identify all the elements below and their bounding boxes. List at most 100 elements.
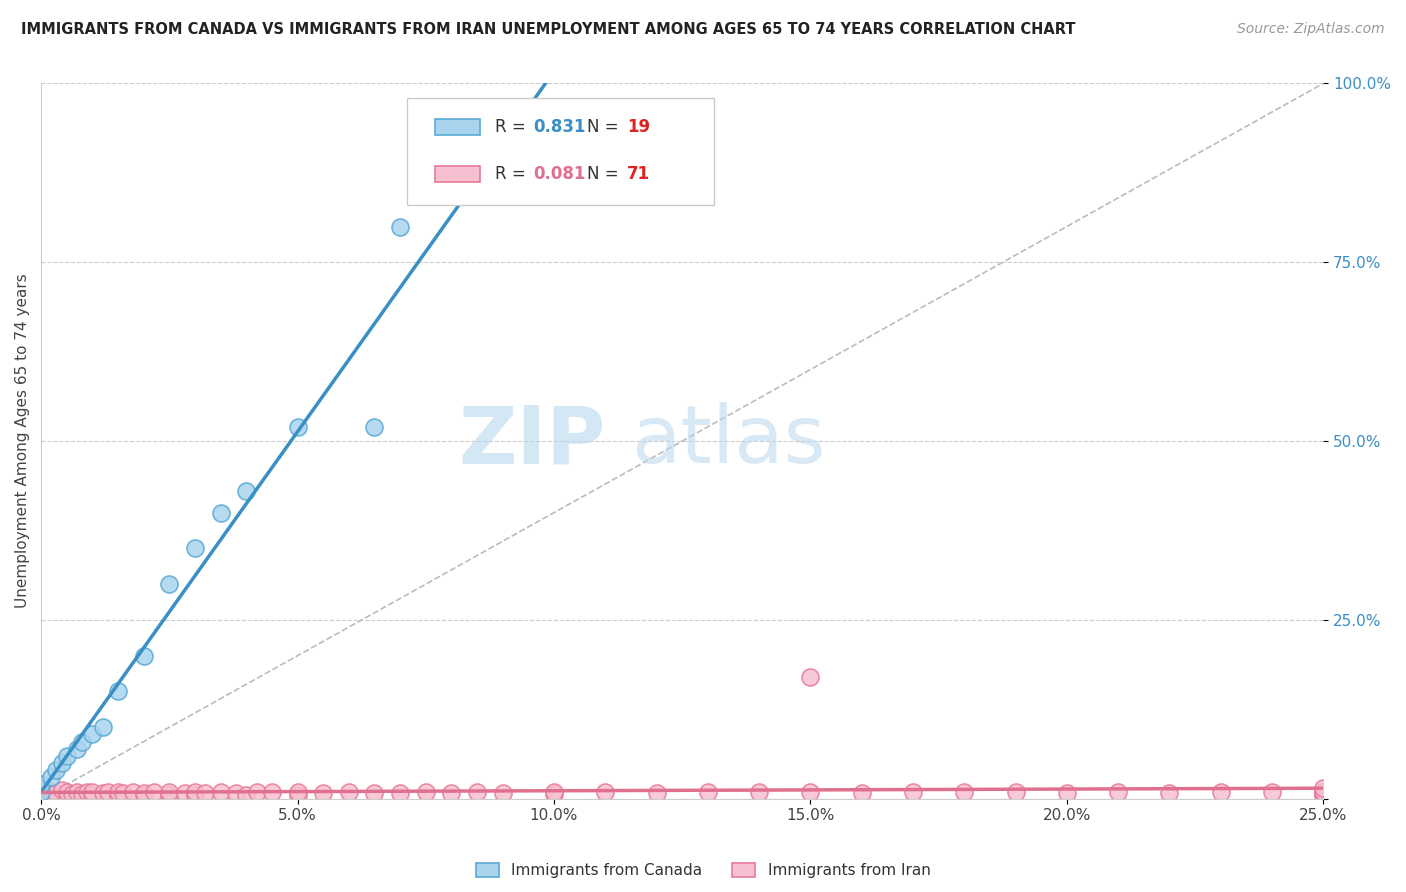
FancyBboxPatch shape: [434, 120, 479, 135]
Point: [235, 788, 257, 802]
Point: [1312, 786, 1334, 800]
Point: [543, 784, 565, 798]
Point: [1056, 786, 1078, 800]
Point: [66, 741, 89, 756]
Point: [184, 788, 207, 802]
Point: [30, 782, 52, 797]
Point: [440, 786, 463, 800]
Point: [245, 785, 267, 799]
Point: [287, 419, 309, 434]
Point: [389, 219, 412, 234]
Point: [45, 786, 67, 800]
Point: [91, 786, 114, 800]
Point: [51, 783, 73, 797]
Point: [55, 784, 77, 798]
Point: [799, 670, 821, 684]
Point: [645, 786, 668, 800]
Point: [132, 786, 155, 800]
Point: [1312, 788, 1334, 802]
Point: [122, 784, 145, 798]
Point: [173, 786, 195, 800]
Point: [97, 784, 120, 798]
Point: [70, 734, 93, 748]
Point: [30, 788, 52, 802]
Point: [107, 784, 129, 798]
Point: [107, 788, 129, 802]
Point: [363, 786, 385, 800]
Point: [225, 786, 247, 800]
Point: [209, 506, 232, 520]
Point: [1312, 787, 1334, 801]
Point: [593, 785, 616, 799]
FancyBboxPatch shape: [434, 167, 479, 182]
Point: [70, 788, 93, 802]
FancyBboxPatch shape: [406, 98, 714, 205]
Point: [465, 784, 488, 798]
Point: [91, 720, 114, 734]
Point: [30, 780, 52, 795]
Point: [389, 786, 412, 800]
Point: [55, 748, 77, 763]
Point: [157, 577, 180, 591]
Point: [1107, 784, 1129, 798]
Text: 0.831: 0.831: [533, 118, 586, 136]
Point: [1312, 780, 1334, 795]
Point: [60, 787, 83, 801]
Point: [312, 786, 335, 800]
Point: [82, 788, 104, 802]
Text: R =: R =: [495, 165, 531, 183]
Point: [1312, 784, 1334, 798]
Point: [415, 784, 437, 798]
Point: [184, 785, 207, 799]
Y-axis label: Unemployment Among Ages 65 to 74 years: Unemployment Among Ages 65 to 74 years: [15, 274, 30, 608]
Text: 0.081: 0.081: [533, 165, 586, 183]
Text: Source: ZipAtlas.com: Source: ZipAtlas.com: [1237, 22, 1385, 37]
Text: 19: 19: [627, 118, 650, 136]
Point: [260, 784, 283, 798]
Text: N =: N =: [588, 165, 624, 183]
Point: [748, 785, 770, 799]
Point: [41, 770, 63, 784]
Point: [41, 784, 63, 798]
Point: [41, 788, 63, 802]
Point: [696, 784, 718, 798]
Point: [30, 784, 52, 798]
Point: [132, 648, 155, 663]
Point: [194, 786, 217, 800]
Point: [1004, 785, 1026, 799]
Point: [184, 541, 207, 556]
Point: [142, 784, 165, 798]
Point: [157, 788, 180, 802]
Point: [30, 786, 52, 800]
Point: [51, 756, 73, 770]
Point: [235, 484, 257, 499]
Point: [1159, 786, 1181, 800]
Point: [157, 785, 180, 799]
Point: [1312, 788, 1334, 802]
Text: R =: R =: [495, 118, 531, 136]
Legend: Immigrants from Canada, Immigrants from Iran: Immigrants from Canada, Immigrants from …: [470, 857, 936, 884]
Point: [55, 789, 77, 803]
Point: [799, 784, 821, 798]
Point: [1209, 784, 1232, 798]
Point: [287, 785, 309, 799]
Point: [82, 785, 104, 799]
Point: [543, 787, 565, 801]
Point: [851, 786, 873, 800]
Point: [30, 777, 52, 791]
Point: [76, 784, 98, 798]
Text: IMMIGRANTS FROM CANADA VS IMMIGRANTS FROM IRAN UNEMPLOYMENT AMONG AGES 65 TO 74 : IMMIGRANTS FROM CANADA VS IMMIGRANTS FRO…: [21, 22, 1076, 37]
Point: [337, 784, 360, 798]
Point: [363, 419, 385, 434]
Point: [1312, 785, 1334, 799]
Point: [30, 784, 52, 798]
Point: [901, 785, 924, 799]
Point: [1261, 785, 1284, 799]
Point: [132, 788, 155, 802]
Point: [107, 684, 129, 698]
Point: [45, 763, 67, 777]
Point: [492, 786, 515, 800]
Point: [209, 784, 232, 798]
Point: [112, 786, 135, 800]
Point: [66, 784, 89, 798]
